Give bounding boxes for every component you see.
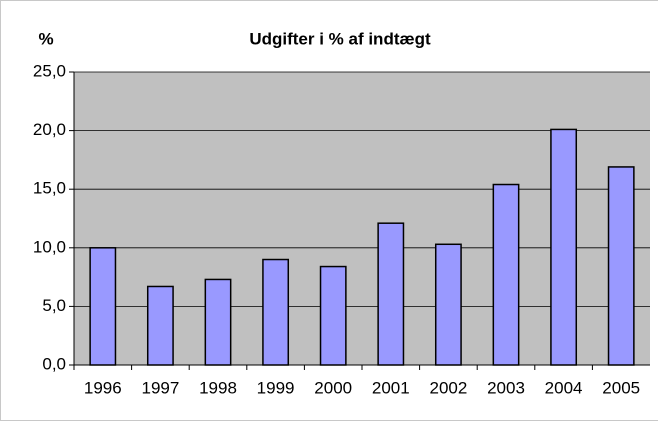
y-tick-label: 5,0 <box>42 296 66 315</box>
chart-title: Udgifter i % af indtægt <box>249 29 431 48</box>
bar <box>89 247 117 366</box>
y-tick-label: 0,0 <box>42 354 66 373</box>
x-tick-label: 2001 <box>372 378 410 397</box>
bar <box>492 183 520 366</box>
y-tick-label: 15,0 <box>33 179 66 198</box>
y-tick-label: 10,0 <box>33 237 66 256</box>
bar <box>434 243 462 366</box>
y-tick-label: 25,0 <box>33 61 66 80</box>
x-tick-label: 1997 <box>141 378 179 397</box>
x-tick-label: 2000 <box>314 378 352 397</box>
y-axis-label: % <box>38 29 53 48</box>
bar <box>204 278 232 366</box>
bar <box>607 166 635 366</box>
bar <box>319 265 347 366</box>
bar <box>550 128 578 366</box>
bar <box>377 222 405 366</box>
x-tick-label: 2004 <box>545 378 583 397</box>
x-tick-label: 1996 <box>84 378 122 397</box>
x-tick-label: 1999 <box>257 378 295 397</box>
bar <box>262 258 290 366</box>
x-tick-label: 2002 <box>429 378 467 397</box>
y-tick-label: 20,0 <box>33 120 66 139</box>
x-tick-label: 1998 <box>199 378 237 397</box>
bar <box>146 285 174 366</box>
x-tick-label: 2005 <box>602 378 640 397</box>
x-tick-label: 2003 <box>487 378 525 397</box>
